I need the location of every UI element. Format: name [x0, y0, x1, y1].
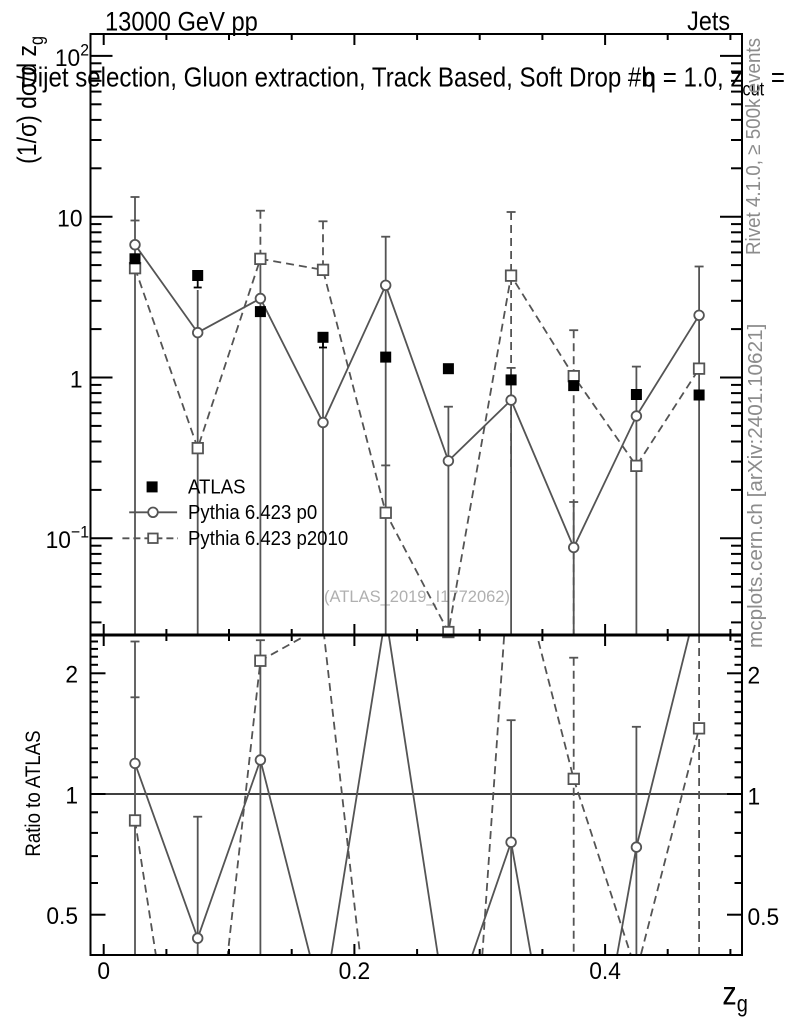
svg-text:Pythia 6.423 p2010: Pythia 6.423 p2010 — [188, 528, 348, 550]
svg-text:ATLAS: ATLAS — [188, 477, 245, 499]
svg-text:2: 2 — [65, 662, 78, 689]
svg-text:13000 GeV pp: 13000 GeV pp — [105, 7, 258, 37]
svg-text:mcplots.cern.ch [arXiv:2401.10: mcplots.cern.ch [arXiv:2401.10621] — [745, 324, 767, 648]
svg-text:Jets: Jets — [687, 6, 730, 36]
svg-text:0.5: 0.5 — [46, 903, 78, 930]
svg-text:1: 1 — [65, 783, 78, 810]
svg-text:(ATLAS_2019_I1772062): (ATLAS_2019_I1772062) — [324, 588, 510, 606]
svg-text:2: 2 — [748, 663, 761, 690]
svg-text:1: 1 — [748, 784, 761, 811]
svg-text:0.2: 0.2 — [339, 958, 371, 985]
svg-text:1: 1 — [70, 367, 83, 394]
svg-text:0.5: 0.5 — [748, 904, 780, 931]
svg-text:0: 0 — [97, 958, 110, 985]
svg-text:0.4: 0.4 — [589, 958, 621, 985]
svg-text:10: 10 — [57, 206, 82, 233]
svg-text:Pythia 6.423 p0: Pythia 6.423 p0 — [188, 502, 317, 524]
svg-text:Ratio to ATLAS: Ratio to ATLAS — [22, 730, 45, 856]
svg-text:(1/σ) dσ/d zg: (1/σ) dσ/d zg — [12, 36, 47, 164]
svg-text:Rivet 4.1.0, ≥ 500k events: Rivet 4.1.0, ≥ 500k events — [742, 38, 765, 255]
svg-text:10−1: 10−1 — [46, 523, 89, 554]
